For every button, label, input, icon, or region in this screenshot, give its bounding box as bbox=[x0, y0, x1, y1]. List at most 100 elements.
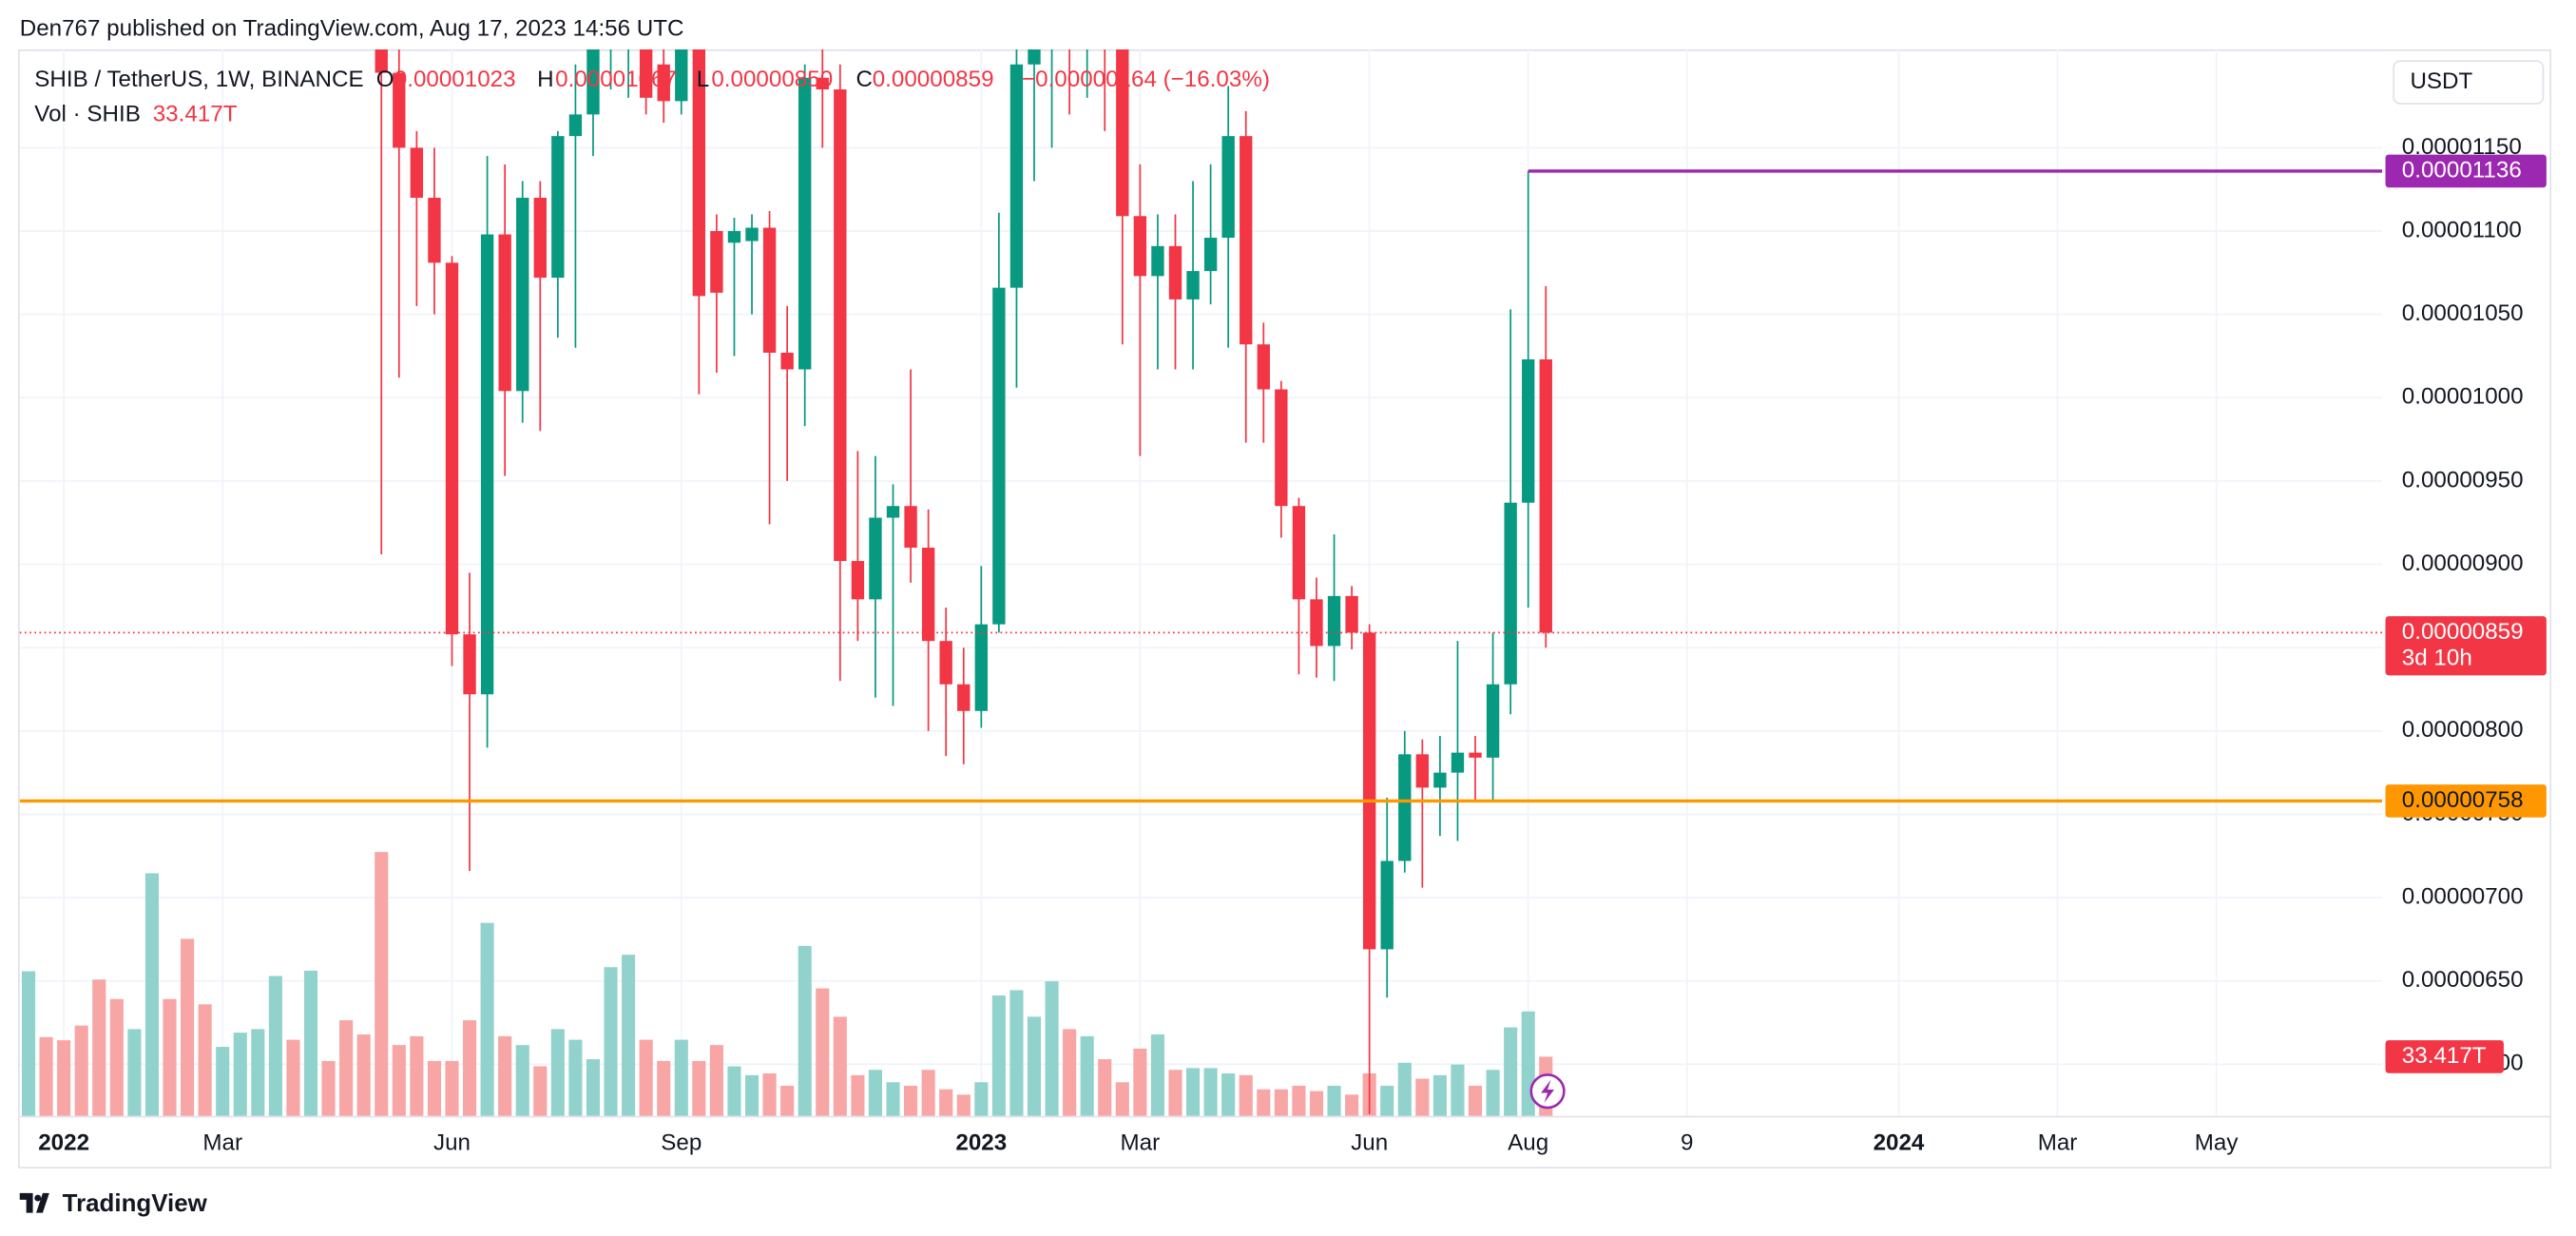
volume-bar bbox=[268, 975, 282, 1116]
x-tick-label: 2022 bbox=[38, 1130, 89, 1155]
volume-bar bbox=[181, 938, 195, 1116]
volume-bar bbox=[1150, 1033, 1164, 1116]
candle-body bbox=[1415, 754, 1430, 788]
volume-bar bbox=[286, 1039, 300, 1116]
brand: TradingView bbox=[19, 1190, 208, 1217]
candle-body bbox=[851, 561, 865, 600]
legend: SHIB / TetherUS, 1W, BINANCE O 0.0000102… bbox=[34, 67, 1270, 126]
candle-body bbox=[921, 548, 935, 642]
volume-name: Vol · SHIB bbox=[34, 102, 141, 127]
volume-bar bbox=[1168, 1070, 1182, 1116]
candle-body bbox=[1398, 754, 1412, 861]
volume-bar bbox=[991, 995, 1006, 1116]
volume-bar bbox=[1257, 1089, 1271, 1116]
candle-body bbox=[428, 197, 441, 263]
candle-body bbox=[1504, 502, 1517, 685]
volume-bar bbox=[550, 1029, 565, 1116]
x-tick-label: Aug bbox=[1508, 1130, 1548, 1155]
volume-bar bbox=[498, 1035, 512, 1116]
volume-bar bbox=[1432, 1074, 1447, 1116]
candle-body bbox=[1028, 49, 1041, 65]
volume-bar bbox=[533, 1066, 548, 1116]
x-tick-label: 2023 bbox=[955, 1130, 1007, 1155]
candle-body bbox=[1380, 860, 1394, 950]
volume-bar bbox=[1309, 1091, 1324, 1116]
candle-body bbox=[551, 136, 565, 279]
candle-body bbox=[904, 506, 917, 549]
volume-bar bbox=[109, 998, 124, 1116]
candle-body bbox=[1116, 49, 1129, 217]
x-tick-label: Mar bbox=[1121, 1130, 1161, 1155]
volume-bar bbox=[974, 1082, 989, 1116]
candle-body bbox=[1168, 245, 1182, 299]
volume-bar bbox=[1027, 1016, 1042, 1116]
candle-body bbox=[410, 147, 424, 198]
volume-bar bbox=[709, 1045, 723, 1116]
x-tick-label: Sep bbox=[661, 1130, 702, 1155]
candle-body bbox=[463, 634, 476, 695]
volume-bar bbox=[1185, 1068, 1201, 1116]
y-tick-label: 0.00000950 bbox=[2402, 467, 2524, 492]
volume-bar bbox=[233, 1033, 247, 1116]
candle-body bbox=[1345, 595, 1358, 633]
volume-bar bbox=[1486, 1070, 1500, 1116]
candle-body bbox=[1203, 238, 1218, 272]
level-badge bbox=[2385, 784, 2547, 818]
candle-body bbox=[869, 517, 882, 600]
candle-body bbox=[480, 234, 494, 695]
volume-bars bbox=[21, 852, 1553, 1116]
volume-bar bbox=[833, 1016, 847, 1116]
volume-bar bbox=[692, 1060, 706, 1116]
ohlc-key: C bbox=[855, 67, 872, 92]
candle-body bbox=[375, 49, 388, 73]
candle-body bbox=[586, 49, 600, 115]
y-tick-label: 0.00000800 bbox=[2402, 717, 2524, 743]
candle-body bbox=[957, 684, 971, 711]
volume-bar bbox=[1133, 1048, 1147, 1116]
x-tick-label: Mar bbox=[202, 1130, 242, 1155]
candle-body bbox=[727, 231, 741, 243]
x-tick-label: May bbox=[2195, 1130, 2240, 1155]
y-tick-label: 0.00000700 bbox=[2402, 883, 2524, 909]
candle-body bbox=[939, 641, 952, 685]
level-badge bbox=[2385, 616, 2547, 676]
candle-body bbox=[516, 197, 529, 392]
candle-body bbox=[1275, 389, 1288, 507]
volume-bar bbox=[427, 1060, 441, 1116]
candle-body bbox=[1362, 632, 1376, 950]
volume-bar bbox=[657, 1060, 671, 1116]
ohlc-value: 0.00001067 bbox=[555, 67, 677, 92]
volume-bar bbox=[921, 1070, 935, 1116]
candle-body bbox=[1310, 599, 1323, 647]
volume-badge-label: 33.417T bbox=[2402, 1043, 2487, 1069]
volume-bar bbox=[674, 1039, 688, 1116]
volume-bar bbox=[816, 988, 830, 1116]
candle-body bbox=[445, 262, 459, 635]
ohlc-key: L bbox=[697, 67, 709, 92]
level-badge bbox=[2385, 154, 2547, 188]
y-tick-label: 0.00001050 bbox=[2402, 300, 2524, 326]
alert-icon[interactable] bbox=[1529, 1073, 1566, 1110]
volume-bar bbox=[198, 1004, 212, 1116]
currency-button[interactable]: USDT bbox=[2393, 60, 2545, 105]
volume-bar bbox=[868, 1070, 883, 1116]
volume-bar bbox=[303, 970, 318, 1116]
volume-bar bbox=[1098, 1059, 1112, 1116]
currency-box[interactable] bbox=[2393, 60, 2545, 105]
volume-bar bbox=[568, 1039, 583, 1116]
candle-body bbox=[834, 89, 847, 562]
candle-body bbox=[568, 114, 583, 137]
candle-body bbox=[1292, 506, 1306, 600]
candle-body bbox=[657, 64, 670, 102]
candle-body bbox=[393, 72, 406, 148]
candle-body bbox=[692, 49, 706, 297]
volume-bar bbox=[39, 1036, 53, 1116]
candle-body bbox=[798, 77, 812, 370]
currency[interactable]: USDT bbox=[2410, 68, 2472, 94]
candle-body bbox=[992, 287, 1006, 625]
volume-bar bbox=[356, 1033, 371, 1116]
ohlc-value: 0.00001023 bbox=[394, 67, 516, 92]
candle-body bbox=[1133, 216, 1147, 277]
candle-body bbox=[1240, 136, 1253, 345]
